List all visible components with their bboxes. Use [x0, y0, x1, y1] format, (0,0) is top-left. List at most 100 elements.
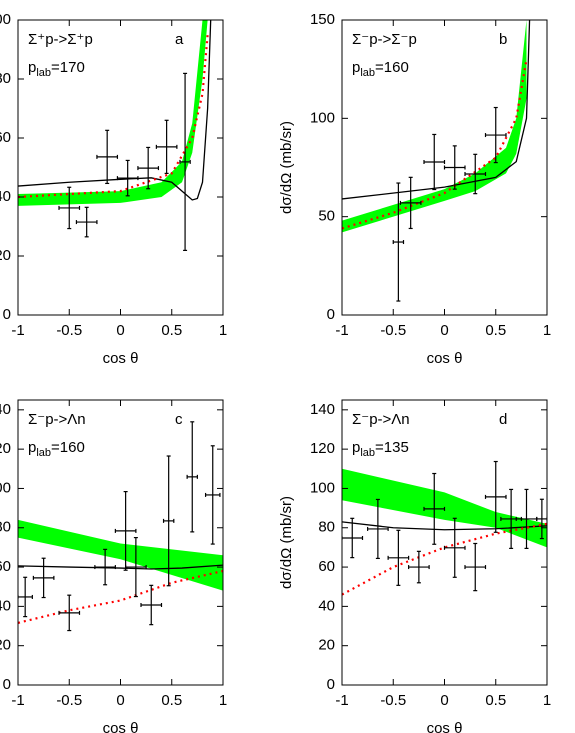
data-point: [94, 548, 116, 586]
model-curve: [18, 34, 209, 199]
momentum-subscript: lab: [36, 67, 51, 79]
x-tick-label: 0: [116, 322, 124, 339]
plot-area: [342, 460, 547, 596]
x-tick-label: 1: [219, 322, 227, 339]
data-point: [408, 550, 430, 584]
x-tick-label: 0: [116, 692, 124, 709]
panel: -1 -0.5 0 0.5 1 0 50 100 150 cos θ dσ/dΩ (mb/sr) Σ⁻…: [278, 11, 551, 367]
momentum-symbol: p: [28, 439, 36, 456]
y-tick-label: 20: [318, 637, 335, 654]
data-point: [423, 472, 446, 545]
x-axis-label: cos θ: [103, 350, 139, 367]
y-tick-label: 50: [318, 208, 335, 225]
y-tick-label: 80: [0, 519, 11, 536]
y-axis-label: dσ/dΩ (mb/sr): [278, 496, 295, 589]
momentum-symbol: p: [352, 59, 360, 76]
panel-letter: c: [175, 411, 183, 428]
momentum-label: plab=160: [28, 439, 85, 459]
momentum-label: plab=170: [28, 59, 85, 79]
y-tick-label: 100: [310, 479, 335, 496]
panel-letter: b: [499, 31, 507, 48]
y-axis-label: dσ/dΩ (mb/sr): [278, 121, 295, 214]
y-tick-label: 20: [0, 247, 11, 264]
y-tick-label: 60: [318, 558, 335, 575]
momentum-value: =160: [375, 59, 409, 76]
reaction-label: Σ⁻p->Λn: [352, 411, 410, 428]
data-point: [155, 119, 178, 174]
y-tick-label: 140: [310, 401, 335, 418]
y-tick-label: 20: [0, 637, 11, 654]
data-point: [140, 584, 163, 626]
reaction-label: Σ⁻p->Σ⁻p: [352, 31, 417, 48]
x-tick-label: -1: [335, 322, 348, 339]
y-tick-label: 120: [0, 440, 11, 457]
data-point: [32, 557, 55, 599]
data-point: [96, 129, 119, 185]
data-point: [399, 176, 422, 230]
x-axis-label: cos θ: [103, 720, 139, 733]
momentum-symbol: p: [352, 439, 360, 456]
model-curve: [342, 521, 547, 531]
x-tick-label: 1: [543, 322, 551, 339]
momentum-subscript: lab: [360, 447, 375, 459]
x-axis-label: cos θ: [427, 350, 463, 367]
data-point: [443, 517, 466, 578]
x-tick-label: -0.5: [56, 692, 82, 709]
x-tick-label: 0.5: [161, 692, 182, 709]
data-point: [464, 153, 487, 195]
data-point: [137, 146, 160, 190]
y-tick-label: 100: [0, 479, 11, 496]
y-tick-label: 80: [0, 70, 11, 87]
model-band: [342, 20, 527, 233]
model-curve: [18, 569, 223, 624]
model-band: [18, 519, 223, 591]
y-tick-label: 80: [318, 519, 335, 536]
data-point: [443, 145, 466, 190]
x-axis-label: cos θ: [427, 720, 463, 733]
data-point: [186, 421, 198, 533]
momentum-symbol: p: [28, 59, 36, 76]
y-tick-label: 60: [0, 558, 11, 575]
x-tick-label: 1: [543, 692, 551, 709]
plot-area: [18, 20, 212, 251]
data-point: [387, 529, 410, 586]
data-point: [162, 455, 175, 587]
data-point: [342, 517, 364, 559]
model-curve: [18, 20, 212, 201]
y-tick-label: 0: [3, 676, 11, 693]
data-point: [536, 498, 547, 540]
x-tick-label: -1: [335, 692, 348, 709]
data-point: [204, 445, 221, 545]
data-point: [18, 576, 33, 618]
plot-frame: [17, 19, 224, 316]
plot-frame: [341, 399, 548, 686]
x-tick-label: 1: [219, 692, 227, 709]
data-point: [75, 206, 98, 238]
x-tick-label: 0.5: [485, 322, 506, 339]
data-point: [58, 186, 81, 230]
momentum-subscript: lab: [360, 67, 375, 79]
y-tick-label: 100: [310, 109, 335, 126]
y-tick-label: 40: [318, 597, 335, 614]
x-tick-label: 0: [440, 322, 448, 339]
plot-area: [18, 421, 223, 632]
data-point: [58, 594, 81, 632]
data-point: [367, 498, 389, 560]
x-tick-label: -0.5: [56, 322, 82, 339]
panel: -1 -0.5 0 0.5 1 0 20 40 60 80 100 120 140 cos θ dσ/dΩ …: [278, 399, 551, 733]
data-point: [179, 72, 191, 251]
panel-letter: a: [175, 31, 184, 48]
data-point: [515, 488, 538, 549]
momentum-value: =160: [51, 439, 85, 456]
reaction-label: Σ⁺p->Σ⁺p: [28, 31, 93, 48]
data-point: [114, 490, 137, 571]
panel-letter: d: [499, 411, 507, 428]
panel: -1 -0.5 0 0.5 1 0 20 40 60 80 100 120 140 cos θ Σ⁻p->Λ…: [0, 399, 227, 733]
y-tick-label: 120: [310, 440, 335, 457]
x-tick-label: -1: [11, 692, 24, 709]
data-point: [423, 133, 446, 191]
reaction-label: Σ⁻p->Λn: [28, 411, 86, 428]
y-tick-label: 0: [327, 306, 335, 323]
momentum-subscript: lab: [36, 447, 51, 459]
data-point: [125, 536, 147, 598]
